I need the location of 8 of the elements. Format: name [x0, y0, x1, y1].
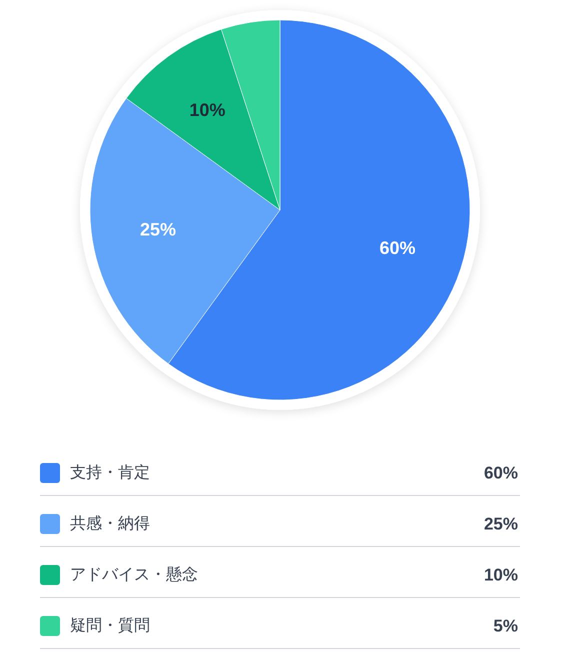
text: 25% [484, 514, 518, 534]
legend-label: 疑問・質問 [70, 616, 150, 634]
text: 10% [484, 566, 518, 584]
legend-label: アドバイス・懸念 [70, 566, 198, 584]
data-label: 5% [493, 616, 518, 636]
text: 60% [484, 464, 518, 482]
legend-label: 共感・納得 [70, 514, 150, 532]
legend-label: 支持・肯定 [70, 464, 150, 482]
